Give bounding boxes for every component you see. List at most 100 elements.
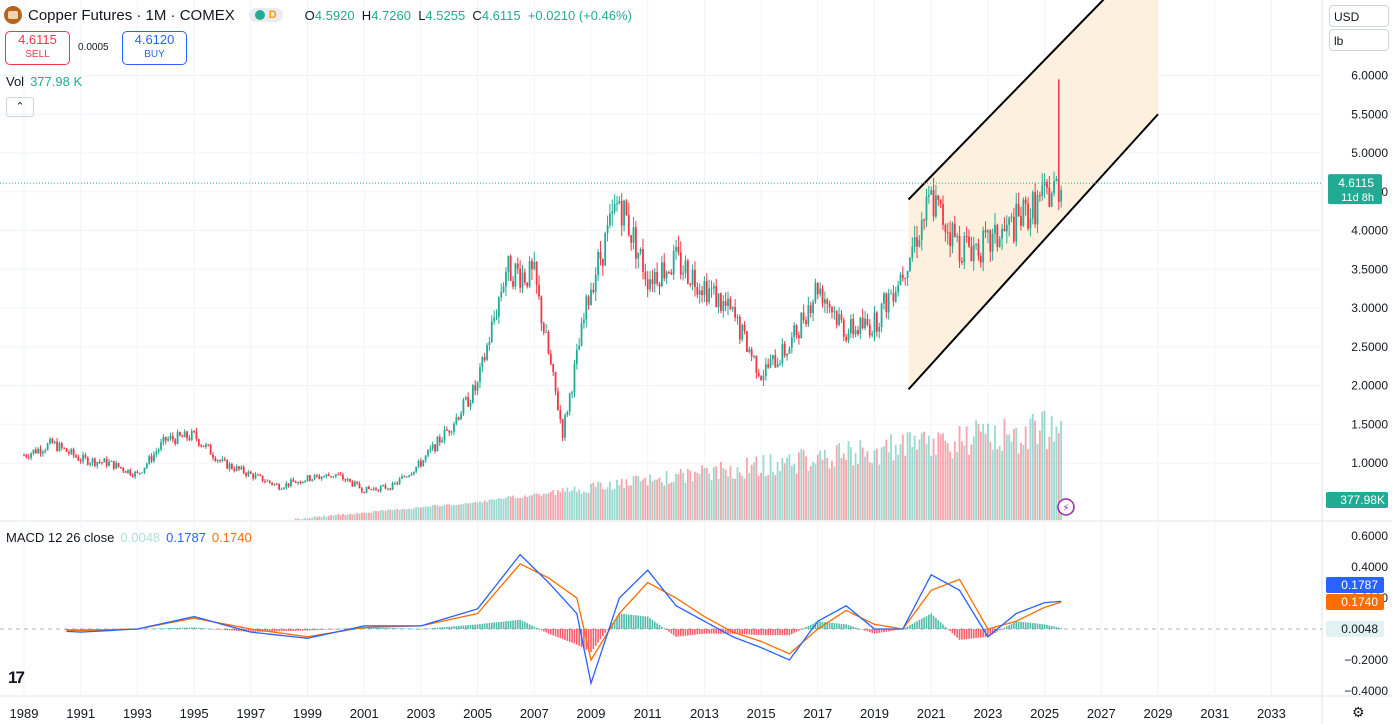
candle-body: [720, 293, 722, 311]
macd-hist-bar: [748, 629, 751, 635]
volume-bar: [944, 440, 947, 520]
volume-bar: [424, 506, 427, 520]
currency-select[interactable]: USD: [1329, 5, 1389, 27]
candle-body: [190, 431, 193, 440]
macd-hist-bar: [708, 629, 710, 634]
macd-hist-bar: [970, 629, 973, 639]
macd-hist-bar: [505, 621, 507, 629]
collapse-legend-button[interactable]: ⌃: [6, 97, 34, 117]
time-tick-label: 2025: [1030, 706, 1059, 721]
candle-body: [415, 466, 418, 472]
candle-body: [351, 481, 354, 487]
volume-bar: [961, 441, 963, 520]
volume-bar: [471, 502, 474, 520]
market-status-pill[interactable]: D: [248, 8, 283, 22]
candle-body: [448, 430, 451, 433]
volume-bar: [743, 478, 746, 520]
candle-body: [486, 345, 488, 360]
macd-hist-bar: [1017, 621, 1020, 629]
macd-hist-bar: [762, 629, 765, 636]
candle-body: [925, 196, 928, 221]
macd-hist-bar: [951, 629, 954, 634]
candle-body: [231, 463, 233, 469]
volume-bar: [533, 493, 536, 520]
candle-body: [266, 480, 269, 482]
candle-body: [930, 190, 933, 195]
candle-body: [949, 232, 951, 247]
countdown-text: 11d 8h: [1341, 192, 1374, 204]
macd-hist-bar: [741, 629, 743, 635]
volume-bar: [316, 516, 318, 520]
volume-bar: [304, 517, 307, 520]
candle-body: [86, 457, 89, 465]
buy-button[interactable]: 4.6120 BUY: [122, 31, 187, 65]
macd-histogram-group: [65, 613, 1062, 653]
macd-hist-bar: [852, 626, 855, 629]
volume-bar: [575, 491, 578, 520]
candle-body: [883, 293, 885, 304]
macd-hist-bar: [842, 624, 845, 629]
time-tick-label: 2017: [803, 706, 832, 721]
macd-hist-bar: [807, 625, 810, 629]
candle-body: [712, 286, 715, 289]
candle-body: [197, 439, 200, 446]
macd-hist-bar: [498, 622, 500, 629]
volume-bar: [984, 433, 987, 520]
unit-select[interactable]: lb: [1329, 29, 1389, 51]
candle-body: [299, 482, 302, 484]
macd-tick-label: 0.4000: [1351, 560, 1388, 574]
settings-gear-icon[interactable]: ⚙: [1352, 704, 1365, 720]
macd-hist-bar: [457, 625, 460, 629]
candle-body: [1034, 192, 1037, 225]
macd-hist-bar: [252, 629, 254, 633]
volume-bar: [554, 494, 557, 520]
macd-hist-bar: [472, 624, 474, 629]
macd-hist-bar: [275, 629, 278, 632]
sell-button[interactable]: 4.6115 SELL: [5, 31, 70, 65]
volume-bar: [542, 493, 545, 520]
candle-body: [150, 456, 153, 461]
macd-hist-bar: [79, 629, 82, 631]
candle-body: [1020, 215, 1022, 226]
volume-bar: [568, 491, 571, 520]
candle-body: [450, 431, 453, 433]
candle-body: [826, 299, 829, 305]
candles-group: [23, 170, 1063, 494]
candle-body: [750, 349, 753, 357]
volume-bar: [783, 463, 786, 520]
macd-hist-bar: [179, 627, 181, 629]
volume-bar: [313, 516, 316, 520]
macd-hist-bar: [568, 629, 571, 642]
candle-body: [297, 482, 299, 484]
candle-body: [838, 314, 840, 325]
volume-bar: [460, 504, 462, 520]
volume-bar: [998, 445, 1001, 520]
macd-legend[interactable]: MACD 12 26 close 0.0048 0.1787 0.1740: [6, 530, 252, 545]
candle-body: [625, 200, 628, 216]
candle-body: [481, 357, 484, 368]
time-tick-label: 2023: [973, 706, 1002, 721]
candle-body: [382, 485, 384, 487]
macd-hist-bar: [84, 629, 87, 631]
lightning-event-icon: [1057, 498, 1075, 516]
volume-bar: [346, 514, 349, 520]
candle-body: [649, 279, 651, 290]
candle-body: [672, 250, 675, 275]
candle-body: [401, 476, 403, 479]
macd-hist-bar: [833, 623, 836, 629]
candle-body: [245, 473, 247, 476]
volume-bar: [776, 462, 779, 520]
candle-body: [1005, 224, 1008, 232]
candle-body: [774, 355, 777, 368]
symbol-title[interactable]: Copper Futures · 1M · COMEX: [28, 6, 235, 24]
volume-bar: [505, 497, 507, 520]
macd-hist-bar: [925, 616, 928, 629]
volume-bar: [308, 518, 311, 520]
macd-hist-bar: [772, 629, 774, 636]
macd-hist-bar: [814, 622, 817, 629]
macd-hist-bar: [890, 629, 892, 631]
macd-hist-bar: [939, 622, 942, 629]
macd-hist-bar: [876, 629, 878, 634]
tradingview-logo[interactable]: 17: [8, 668, 25, 687]
